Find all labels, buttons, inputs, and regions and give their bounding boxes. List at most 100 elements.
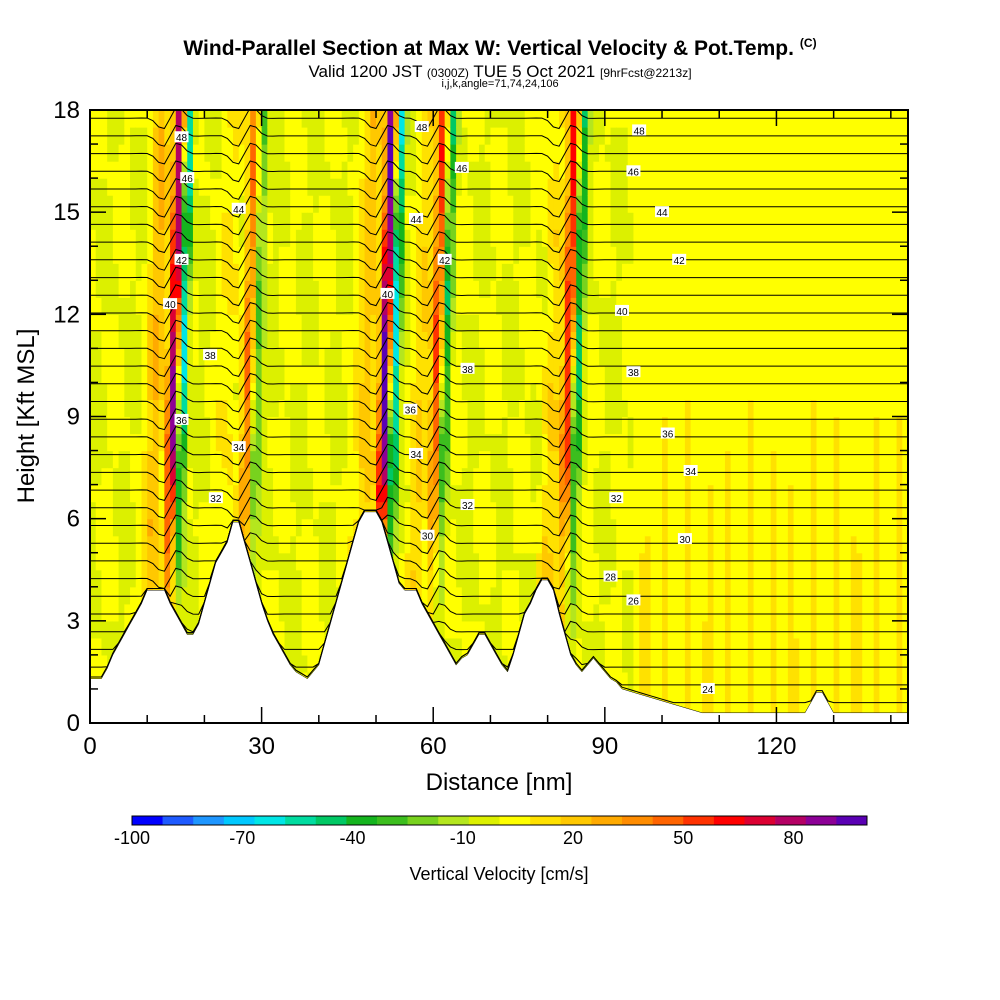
velocity-cell (330, 297, 337, 315)
velocity-cell (879, 382, 886, 401)
velocity-cell (621, 263, 629, 281)
velocity-cell (862, 603, 869, 622)
velocity-cell (393, 450, 400, 469)
velocity-cell (273, 620, 280, 639)
velocity-cell (250, 195, 257, 213)
velocity-cell (381, 178, 389, 196)
velocity-cell (553, 229, 560, 247)
velocity-cell (130, 518, 137, 537)
velocity-cell (404, 501, 411, 520)
velocity-cell (130, 178, 137, 196)
velocity-cell (198, 348, 206, 367)
velocity-cell (324, 501, 331, 520)
velocity-cell (530, 178, 537, 196)
velocity-cell (587, 110, 594, 128)
velocity-cell (335, 535, 343, 554)
velocity-cell (782, 365, 789, 384)
velocity-cell (496, 348, 503, 367)
velocity-cell (215, 280, 223, 298)
velocity-cell (627, 110, 635, 128)
velocity-cell (438, 484, 446, 503)
velocity-cell (719, 195, 726, 213)
velocity-cell (850, 586, 858, 605)
velocity-cell (164, 127, 171, 145)
velocity-cell (530, 433, 537, 452)
velocity-cell (621, 535, 629, 554)
velocity-cell (553, 484, 560, 503)
velocity-cell (764, 620, 772, 639)
velocity-cell (621, 348, 629, 367)
velocity-cell (679, 331, 686, 349)
velocity-cell (187, 382, 194, 401)
velocity-cell (759, 382, 766, 401)
velocity-cell (621, 399, 629, 418)
velocity-cell (204, 110, 211, 128)
velocity-cell (679, 535, 686, 554)
velocity-cell (147, 501, 154, 520)
velocity-cell (221, 518, 228, 537)
velocity-cell (724, 212, 732, 230)
velocity-cell (330, 535, 337, 554)
velocity-cell (227, 178, 234, 196)
velocity-cell (576, 331, 583, 349)
velocity-cell (152, 382, 160, 401)
velocity-cell (192, 382, 200, 401)
velocity-cell (690, 280, 697, 298)
velocity-cell (839, 348, 846, 367)
velocity-cell (690, 263, 697, 281)
velocity-cell (192, 331, 200, 349)
velocity-cell (850, 263, 858, 281)
velocity-cell (467, 314, 474, 332)
velocity-cell (679, 586, 686, 605)
velocity-cell (295, 450, 303, 469)
velocity-cell (873, 433, 880, 452)
velocity-cell (473, 178, 480, 196)
velocity-cell (461, 416, 469, 435)
velocity-cell (604, 416, 612, 435)
velocity-cell (164, 348, 171, 367)
velocity-cell (833, 671, 840, 690)
velocity-cell (478, 586, 486, 605)
velocity-cell (158, 518, 165, 537)
velocity-cell (719, 501, 726, 520)
velocity-cell (141, 195, 148, 213)
velocity-cell (135, 263, 143, 281)
velocity-cell (862, 212, 869, 230)
velocity-cell (284, 331, 291, 349)
velocity-cell (410, 297, 417, 315)
velocity-cell (278, 518, 286, 537)
velocity-cell (753, 229, 760, 247)
velocity-cell (496, 144, 503, 162)
velocity-cell (175, 433, 183, 452)
velocity-cell (730, 654, 737, 673)
velocity-cell (484, 620, 492, 639)
velocity-cell (221, 484, 228, 503)
velocity-cell (490, 110, 497, 128)
velocity-cell (702, 229, 709, 247)
velocity-cell (501, 620, 509, 639)
velocity-cell (621, 195, 629, 213)
velocity-cell (341, 110, 349, 128)
velocity-cell (673, 637, 680, 656)
velocity-cell (513, 620, 520, 639)
velocity-cell (101, 365, 108, 384)
velocity-cell (862, 433, 869, 452)
velocity-cell (496, 399, 503, 418)
velocity-cell (541, 195, 549, 213)
velocity-cell (764, 365, 772, 384)
velocity-cell (95, 484, 103, 503)
velocity-cell (805, 365, 812, 384)
velocity-cell (684, 161, 692, 179)
velocity-cell (273, 229, 280, 247)
velocity-cell (541, 229, 549, 247)
velocity-cell (879, 637, 886, 656)
velocity-cell (450, 518, 457, 537)
velocity-cell (633, 433, 640, 452)
velocity-cell (444, 229, 451, 247)
velocity-cell (112, 603, 120, 622)
velocity-cell (856, 348, 863, 367)
velocity-cell (724, 450, 732, 469)
velocity-cell (461, 467, 469, 486)
velocity-cell (255, 535, 263, 554)
